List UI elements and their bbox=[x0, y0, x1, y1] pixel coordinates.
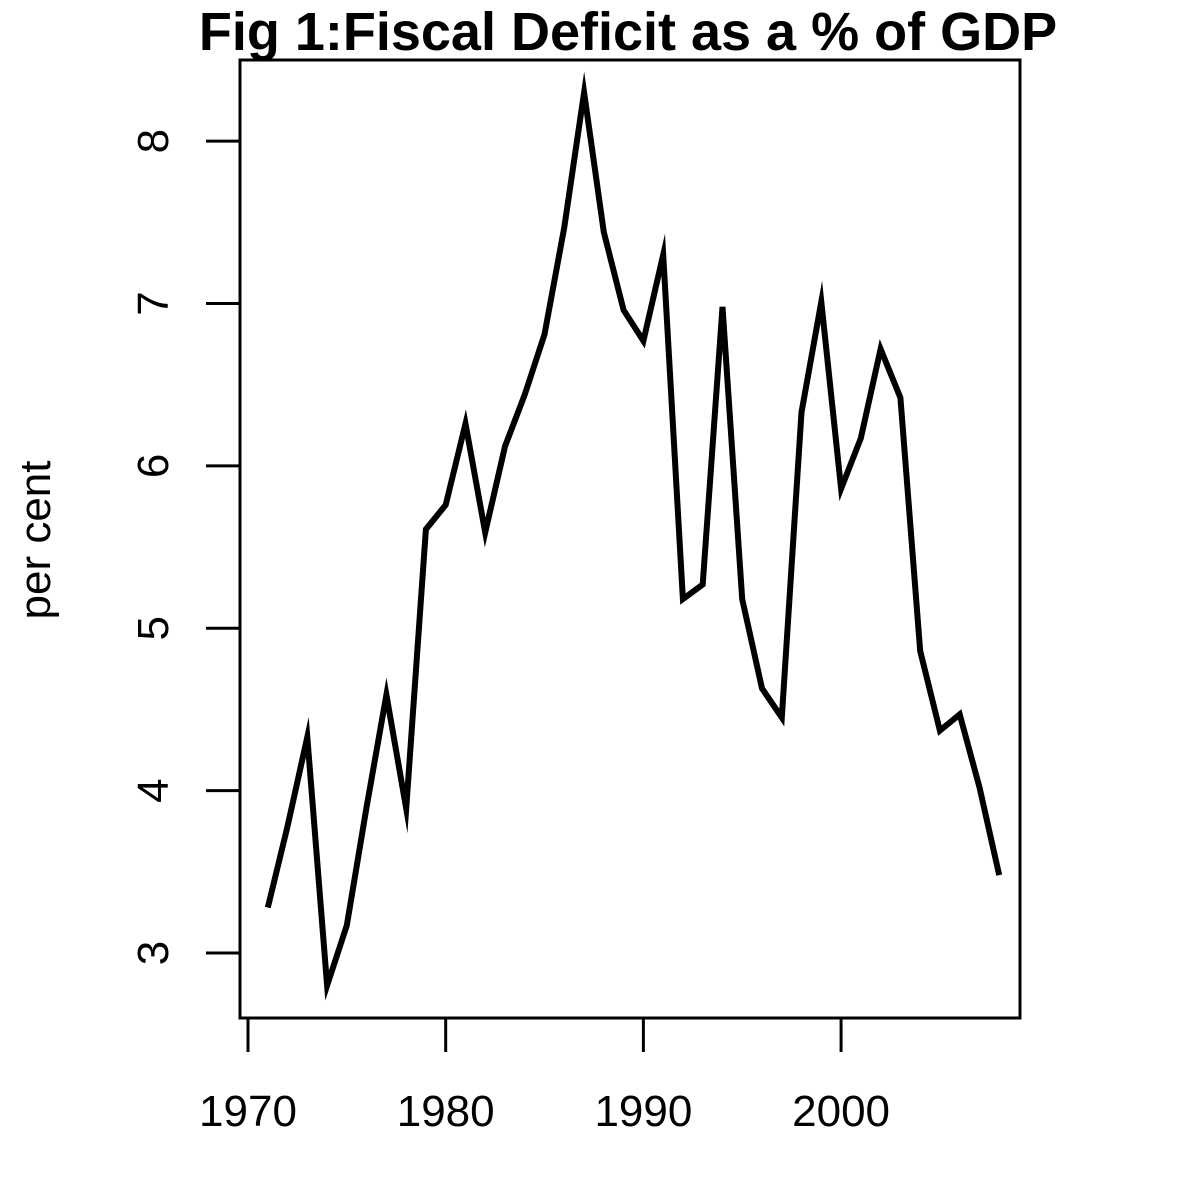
series-layer bbox=[264, 71, 1003, 1001]
y-axis: 3 4 5 6 7 8 bbox=[129, 129, 240, 965]
y-tick-label: 3 bbox=[129, 941, 178, 965]
x-tick-label: 1990 bbox=[594, 1087, 692, 1136]
y-tick-label: 6 bbox=[129, 454, 178, 478]
y-tick-label: 7 bbox=[129, 291, 178, 315]
y-tick-label: 8 bbox=[129, 129, 178, 153]
x-axis: 1970 1980 1990 2000 bbox=[199, 1016, 1019, 1136]
series-line bbox=[264, 71, 1003, 1001]
x-tick-label: 2000 bbox=[792, 1087, 890, 1136]
y-tick-label: 5 bbox=[129, 616, 178, 640]
x-tick-label: 1970 bbox=[199, 1087, 297, 1136]
chart-title: Fig 1:Fiscal Deficit as a % of GDP bbox=[199, 2, 1057, 62]
y-tick-label: 4 bbox=[129, 778, 178, 802]
x-tick-label: 1980 bbox=[397, 1087, 495, 1136]
y-axis-label: per cent bbox=[11, 461, 60, 620]
